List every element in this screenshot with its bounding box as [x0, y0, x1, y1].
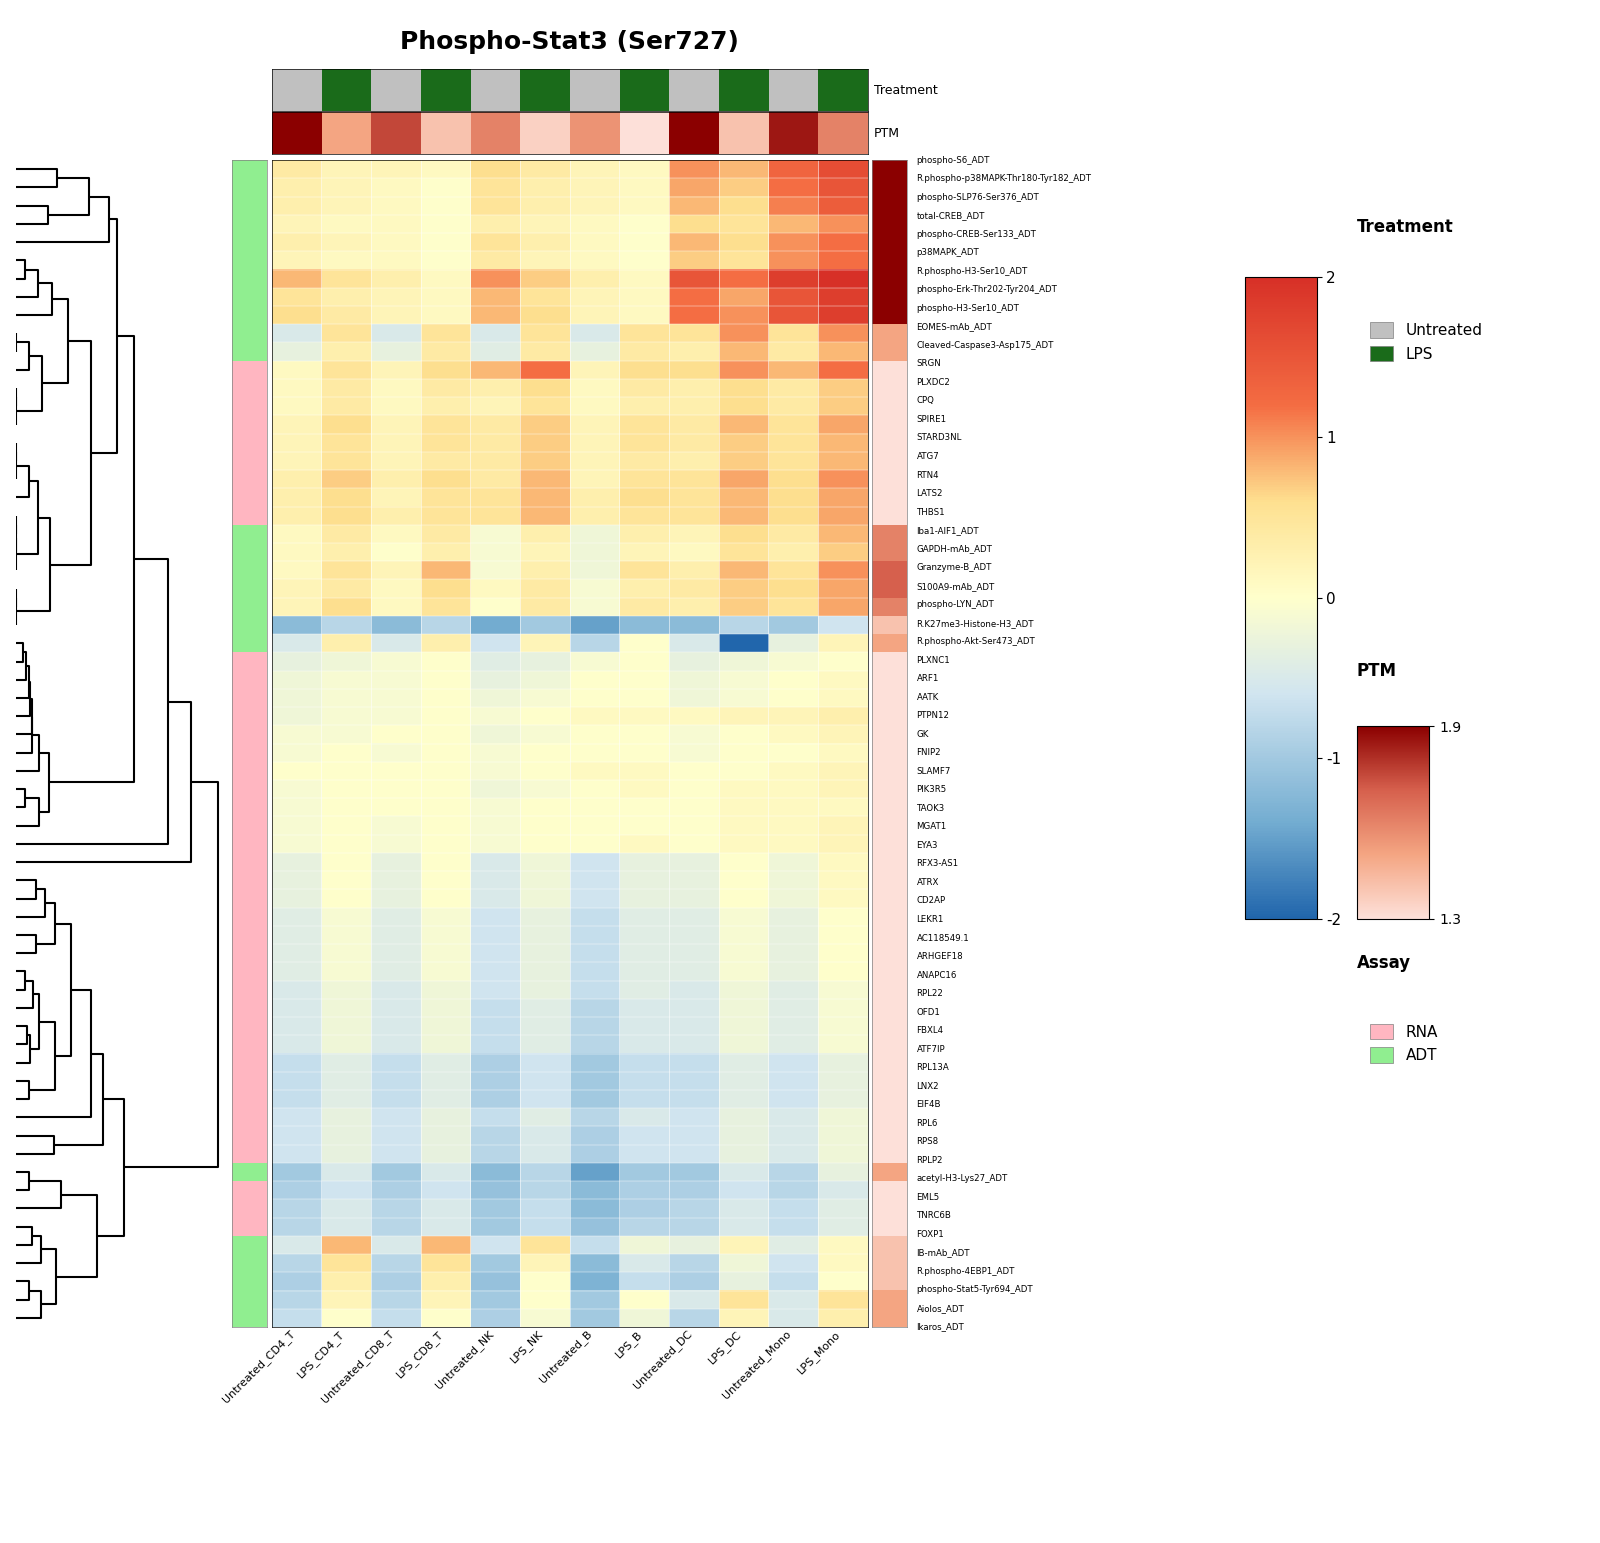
Text: IB-mAb_ADT: IB-mAb_ADT — [917, 1248, 970, 1258]
Text: Iba1-AIF1_ADT: Iba1-AIF1_ADT — [917, 526, 979, 535]
Text: MGAT1: MGAT1 — [917, 822, 947, 832]
Text: p38MAPK_ADT: p38MAPK_ADT — [917, 248, 979, 258]
Text: EOMES-mAb_ADT: EOMES-mAb_ADT — [917, 322, 992, 332]
Text: phospho-Stat5-Tyr694_ADT: phospho-Stat5-Tyr694_ADT — [917, 1285, 1034, 1295]
Text: Aiolos_ADT: Aiolos_ADT — [917, 1304, 965, 1313]
Legend: Untreated, LPS: Untreated, LPS — [1365, 316, 1488, 367]
Text: RFX3-AS1: RFX3-AS1 — [917, 859, 958, 869]
Text: phospho-H3-Ser10_ADT: phospho-H3-Ser10_ADT — [917, 304, 1019, 313]
Text: LATS2: LATS2 — [917, 489, 942, 498]
Text: ARF1: ARF1 — [917, 674, 939, 684]
Legend: RNA, ADT: RNA, ADT — [1365, 1018, 1443, 1069]
Text: EML5: EML5 — [917, 1193, 939, 1202]
Text: GAPDH-mAb_ADT: GAPDH-mAb_ADT — [917, 545, 992, 554]
Text: ATRX: ATRX — [917, 878, 939, 887]
Text: THBS1: THBS1 — [917, 508, 946, 517]
Text: R.K27me3-Histone-H3_ADT: R.K27me3-Histone-H3_ADT — [917, 619, 1034, 628]
Text: RPL6: RPL6 — [917, 1119, 938, 1128]
Text: Ikaros_ADT: Ikaros_ADT — [917, 1322, 965, 1332]
Text: PTM: PTM — [874, 127, 899, 140]
Text: SLAMF7: SLAMF7 — [917, 767, 950, 776]
Text: Assay: Assay — [1357, 954, 1411, 972]
Text: EIF4B: EIF4B — [917, 1100, 941, 1109]
Text: R.phospho-Akt-Ser473_ADT: R.phospho-Akt-Ser473_ADT — [917, 637, 1035, 647]
Text: phospho-CREB-Ser133_ADT: phospho-CREB-Ser133_ADT — [917, 230, 1037, 239]
Text: phospho-S6_ADT: phospho-S6_ADT — [917, 156, 990, 165]
Text: PLXDC2: PLXDC2 — [917, 378, 950, 387]
Text: LNX2: LNX2 — [917, 1082, 939, 1091]
Text: S100A9-mAb_ADT: S100A9-mAb_ADT — [917, 582, 995, 591]
Text: PIK3R5: PIK3R5 — [917, 785, 947, 795]
Text: OFD1: OFD1 — [917, 1008, 941, 1017]
Text: CD2AP: CD2AP — [917, 896, 946, 906]
Text: AC118549.1: AC118549.1 — [917, 934, 970, 943]
Text: CPQ: CPQ — [917, 397, 934, 406]
Text: RTN4: RTN4 — [917, 471, 939, 480]
Text: phospho-LYN_ADT: phospho-LYN_ADT — [917, 600, 994, 609]
Text: GK: GK — [917, 730, 930, 739]
Text: R.phospho-H3-Ser10_ADT: R.phospho-H3-Ser10_ADT — [917, 267, 1027, 276]
Text: Treatment: Treatment — [1357, 219, 1453, 236]
Text: Granzyme-B_ADT: Granzyme-B_ADT — [917, 563, 992, 572]
Text: TNRC6B: TNRC6B — [917, 1211, 952, 1221]
Text: PLXNC1: PLXNC1 — [917, 656, 950, 665]
Text: RPS8: RPS8 — [917, 1137, 939, 1146]
Text: PTM: PTM — [1357, 662, 1397, 680]
Text: RPLP2: RPLP2 — [917, 1156, 942, 1165]
Text: PTPN12: PTPN12 — [917, 711, 949, 721]
Text: R.phospho-4EBP1_ADT: R.phospho-4EBP1_ADT — [917, 1267, 1014, 1276]
Text: TAOK3: TAOK3 — [917, 804, 944, 813]
Text: LEKR1: LEKR1 — [917, 915, 944, 924]
Text: RPL13A: RPL13A — [917, 1063, 949, 1072]
Text: FNIP2: FNIP2 — [917, 748, 941, 758]
Text: RPL22: RPL22 — [917, 989, 944, 998]
Text: R.phospho-p38MAPK-Thr180-Tyr182_ADT: R.phospho-p38MAPK-Thr180-Tyr182_ADT — [917, 174, 1091, 184]
Text: STARD3NL: STARD3NL — [917, 434, 962, 443]
Text: total-CREB_ADT: total-CREB_ADT — [917, 211, 986, 221]
Text: EYA3: EYA3 — [917, 841, 938, 850]
Text: Cleaved-Caspase3-Asp175_ADT: Cleaved-Caspase3-Asp175_ADT — [917, 341, 1054, 350]
Text: ARHGEF18: ARHGEF18 — [917, 952, 963, 961]
Text: Phospho-Stat3 (Ser727): Phospho-Stat3 (Ser727) — [400, 29, 739, 54]
Text: phospho-Erk-Thr202-Tyr204_ADT: phospho-Erk-Thr202-Tyr204_ADT — [917, 285, 1058, 295]
Text: FOXP1: FOXP1 — [917, 1230, 944, 1239]
Text: AATK: AATK — [917, 693, 939, 702]
Text: acetyl-H3-Lys27_ADT: acetyl-H3-Lys27_ADT — [917, 1174, 1008, 1183]
Text: Treatment: Treatment — [874, 83, 938, 97]
Text: phospho-SLP76-Ser376_ADT: phospho-SLP76-Ser376_ADT — [917, 193, 1040, 202]
Text: ATF7IP: ATF7IP — [917, 1045, 946, 1054]
Text: FBXL4: FBXL4 — [917, 1026, 944, 1035]
Text: SPIRE1: SPIRE1 — [917, 415, 947, 424]
Text: SRGN: SRGN — [917, 360, 941, 369]
Text: ANAPC16: ANAPC16 — [917, 971, 957, 980]
Text: ATG7: ATG7 — [917, 452, 939, 461]
